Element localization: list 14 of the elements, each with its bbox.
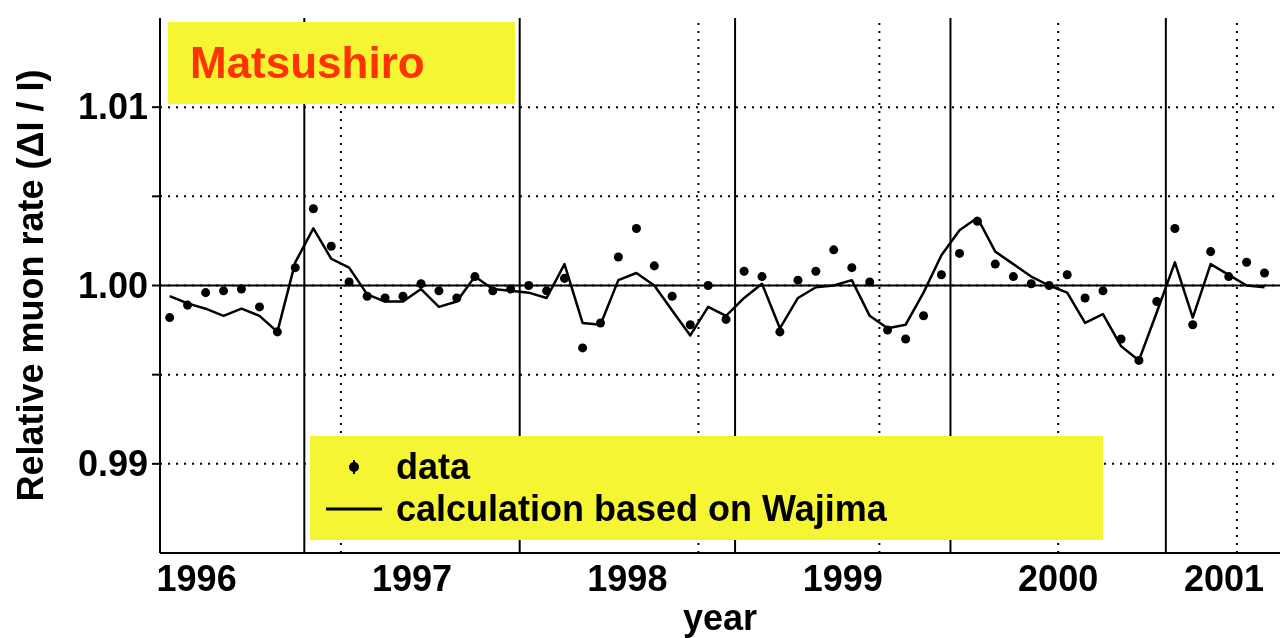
x-tick-label: 1999	[802, 558, 883, 599]
x-axis-title: year	[682, 597, 758, 638]
x-tick-label: 1997	[371, 558, 453, 599]
legend-label: calculation based on Wajima	[396, 488, 887, 530]
y-tick-label: 0.99	[77, 442, 148, 484]
y-axis-title: Relative muon rate (ΔI / I)	[9, 69, 51, 502]
x-tick-label: 1998	[587, 558, 668, 599]
y-tick-label: 1.00	[77, 264, 148, 306]
x-tick-label: 2001	[1183, 558, 1265, 599]
x-tick-label: 1996	[156, 558, 237, 599]
y-tick-label: 1.01	[77, 86, 148, 128]
x-tick-label: 2000	[1018, 558, 1099, 599]
legend-label: data	[396, 446, 471, 488]
annotation: Matsushiro	[168, 22, 515, 104]
